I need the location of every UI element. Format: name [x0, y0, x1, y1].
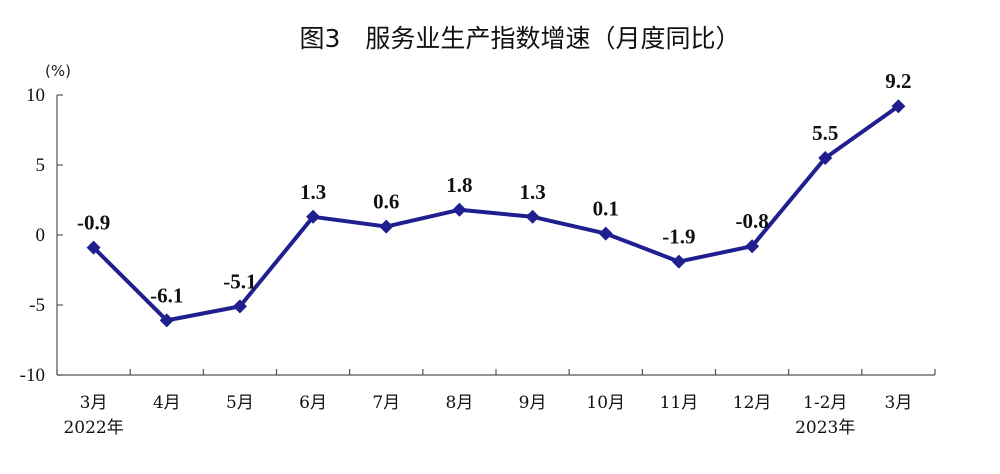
x-tick-label: 10月 [586, 393, 625, 413]
x-tick-label: 3月 [80, 393, 108, 413]
x-tick-label: 9月 [519, 393, 547, 413]
y-axis: 10 5 0 -5 -10 [20, 85, 63, 386]
data-point [232, 299, 247, 314]
data-label: 5.5 [812, 121, 838, 145]
data-point [745, 239, 760, 254]
data-point [452, 202, 467, 217]
data-label: 0.1 [593, 197, 619, 221]
data-point [525, 209, 540, 224]
y-tick-label: -5 [29, 295, 45, 316]
data-label: -0.8 [735, 209, 768, 233]
y-tick-label: 0 [36, 225, 46, 246]
x-tick-label: 1-2月 [803, 393, 847, 413]
data-label: -6.1 [150, 283, 183, 307]
data-point [598, 226, 613, 241]
data-point [86, 240, 101, 255]
y-tick-label: 5 [36, 155, 46, 176]
x-axis: 3月 4月 5月 6月 7月 8月 9月 10月 11月 12月 1-2月 3月 2022年 2023年 [56, 369, 936, 438]
x-tick-label: 12月 [733, 393, 772, 413]
x-year-label: 2023年 [795, 418, 855, 438]
y-tick-label: 10 [26, 85, 45, 106]
x-tick-label: 4月 [153, 393, 181, 413]
x-tick-label: 7月 [372, 393, 400, 413]
data-label: -0.9 [77, 211, 110, 235]
data-label: 1.3 [519, 180, 545, 204]
x-tick-label: 6月 [299, 393, 327, 413]
data-point [379, 219, 394, 234]
x-tick-label: 5月 [226, 393, 254, 413]
data-series: -0.9 -6.1 -5.1 1.3 0.6 1.8 1.3 0.1 -1.9 -0.8 5.5 9.… [77, 69, 912, 328]
data-label: -1.9 [662, 225, 695, 249]
data-point [671, 254, 686, 269]
data-point [159, 313, 174, 328]
data-point [818, 151, 833, 165]
data-label: 0.6 [373, 190, 399, 214]
data-label: 1.3 [300, 180, 326, 204]
data-label: 1.8 [446, 173, 472, 197]
chart-title: 图3 服务业生产指数增速（月度同比） [300, 24, 741, 53]
data-label: 9.2 [885, 69, 911, 93]
data-point [306, 209, 321, 224]
x-tick-label: 3月 [885, 393, 913, 413]
y-tick-label: -10 [20, 365, 45, 386]
data-point [891, 99, 906, 114]
x-tick-label: 8月 [446, 393, 474, 413]
x-year-label: 2022年 [63, 418, 123, 438]
data-label: -5.1 [223, 269, 256, 293]
x-tick-label: 11月 [660, 393, 699, 413]
series-line [92, 104, 900, 323]
y-axis-unit: (%) [45, 62, 71, 80]
